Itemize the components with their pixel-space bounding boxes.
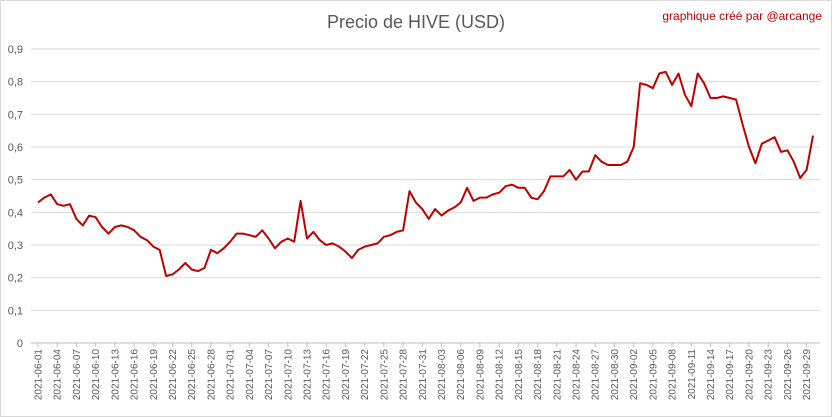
x-tick-label: 2021-07-04 <box>245 349 256 401</box>
x-tick-label: 2021-07-01 <box>226 349 237 401</box>
x-tick-label: 2021-06-13 <box>110 349 121 401</box>
x-tick-label: 2021-06-01 <box>34 349 45 401</box>
x-tick-label: 2021-07-22 <box>360 349 371 401</box>
x-tick-label: 2021-08-09 <box>475 349 486 401</box>
x-tick-label: 2021-06-10 <box>91 349 102 401</box>
x-axis: 2021-06-01 2021-06-04 2021-06-07 2021-06-10… <box>34 343 813 401</box>
x-tick-label: 2021-07-10 <box>283 349 294 401</box>
y-tick-label: 0,9 <box>8 44 23 56</box>
x-tick-label: 2021-08-24 <box>572 349 583 401</box>
y-tick-label: 0,8 <box>8 77 23 89</box>
x-tick-label: 2021-09-02 <box>629 349 640 401</box>
x-tick-label: 2021-09-11 <box>687 349 698 400</box>
x-tick-label: 2021-09-14 <box>706 349 717 401</box>
x-tick-label: 2021-07-19 <box>341 349 352 401</box>
x-tick-label: 2021-08-12 <box>495 349 506 401</box>
y-tick-label: 0,3 <box>8 240 23 252</box>
x-tick-label: 2021-06-28 <box>206 349 217 401</box>
x-tick-label: 2021-07-31 <box>418 349 429 401</box>
y-axis: 0 0,1 0,2 0,3 0,4 0,5 0,6 0,7 0,8 0,9 <box>8 44 23 350</box>
x-tick-label: 2021-09-29 <box>802 349 813 401</box>
x-tick-label: 2021-08-03 <box>437 349 448 401</box>
series-layer <box>37 70 814 277</box>
x-tick-label: 2021-09-23 <box>764 349 775 401</box>
y-tick-label: 0,7 <box>8 109 23 121</box>
gridlines <box>31 48 820 344</box>
x-tick-label: 2021-06-25 <box>187 349 198 401</box>
x-tick-label: 2021-06-19 <box>149 349 160 401</box>
x-tick-label: 2021-09-26 <box>783 349 794 401</box>
y-tick-label: 0,5 <box>8 175 23 187</box>
series-line-hive-price <box>37 70 814 277</box>
y-tick-label: 0,6 <box>8 142 23 154</box>
y-tick-label: 0,2 <box>8 273 23 285</box>
y-tick-label: 0,4 <box>8 207 23 219</box>
x-tick-label: 2021-09-08 <box>668 349 679 401</box>
x-tick-label: 2021-07-28 <box>399 349 410 401</box>
chart-title: Precio de HIVE (USD) <box>326 12 506 32</box>
x-tick-label: 2021-06-22 <box>168 349 179 401</box>
y-tick-label: 0 <box>17 338 23 350</box>
x-tick-label: 2021-08-27 <box>591 349 602 401</box>
x-tick-label: 2021-09-20 <box>744 349 755 401</box>
y-tick-label: 0,1 <box>8 305 23 317</box>
x-tick-label: 2021-09-17 <box>725 349 736 401</box>
x-tick-label: 2021-07-13 <box>303 349 314 401</box>
x-tick-label: 2021-06-16 <box>130 349 141 401</box>
x-tick-label: 2021-08-18 <box>533 349 544 401</box>
x-tick-label: 2021-08-15 <box>514 349 525 401</box>
x-tick-label: 2021-08-30 <box>610 349 621 401</box>
x-tick-label: 2021-08-21 <box>552 349 563 401</box>
x-tick-label: 2021-07-16 <box>322 349 333 401</box>
x-tick-label: 2021-07-07 <box>264 349 275 401</box>
credit-text: graphique créé par @arcange <box>662 9 822 23</box>
x-tick-label: 2021-07-25 <box>379 349 390 401</box>
x-tick-label: 2021-06-04 <box>53 349 64 401</box>
x-tick-label: 2021-09-05 <box>648 349 659 401</box>
x-tick-label: 2021-06-07 <box>72 349 83 401</box>
x-tick-label: 2021-08-06 <box>456 349 467 401</box>
